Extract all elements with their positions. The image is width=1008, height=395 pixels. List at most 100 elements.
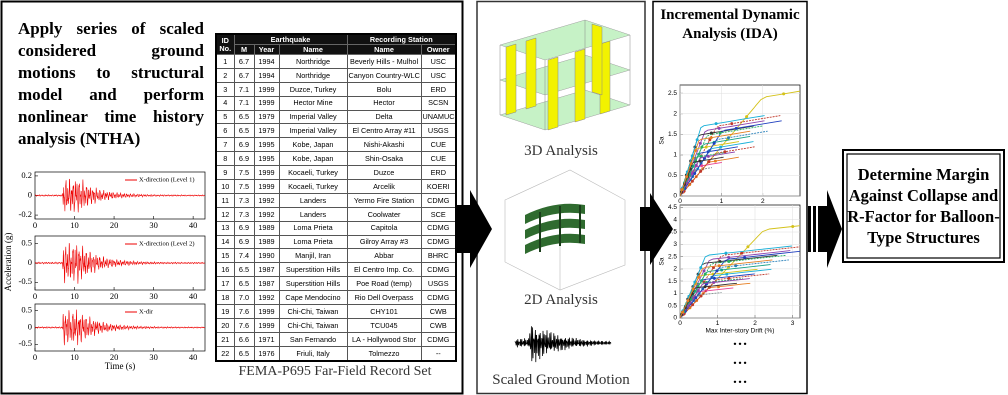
table-cell: Landers [278,206,348,222]
table-cell: Arcelik [346,179,422,194]
table-cell: 1995 [253,151,280,167]
table-cell: Superstition Hills [278,262,348,278]
arrow [456,190,492,268]
table-cell: 1987 [253,262,280,278]
ida-marker [691,287,695,291]
x-tick-label: 2 [761,198,765,205]
y-tick-label: 2.5 [668,253,677,260]
slab [499,89,631,131]
result-text: Determine Margin Against Collapse and R-… [847,165,1000,247]
x-tick-label: 3 [791,320,795,327]
plot-content [35,178,205,213]
ida-marker [691,303,695,307]
table-row: 6 6.5 1979 Imperial Valley El Centro Array #… [215,123,457,139]
x-tick-label: 0 [33,352,37,362]
table-cell: Gilroy Array #3 [346,234,422,250]
arrow [808,190,842,268]
ida-marker [681,310,685,314]
table-cell: USC [420,67,457,83]
table-cell: Imperial Valley [278,123,348,139]
table-row: 1 6.7 1994 Northridge Beverly Hills - Mulhol… [215,54,457,69]
table-cell: 6.7 [233,54,255,69]
x-tick-label: 40 [189,291,198,301]
y-tick-label: 0 [28,321,32,331]
y-tick-label: 4 [673,216,677,223]
table-cell: 1999 [253,304,280,319]
x-tick-label: 30 [149,352,158,362]
table-cell: 11 [215,192,235,208]
y-tick-label: 0 [673,315,677,322]
y-axis-label: Sa [659,136,666,144]
ida-marker [709,136,713,140]
y-axis-label: Sa [659,257,666,265]
y-tick-label: 1 [673,290,677,297]
panel-ida [652,0,808,395]
ida-marker [727,255,731,259]
table-cell: Chi-Chi, Taiwan [278,317,348,333]
table-cell: 1999 [253,179,280,194]
table-row: 9 7.5 1999 Kocaeli, Turkey Duzce ERD [215,165,457,181]
table-cell: Shin-Osaka [346,151,422,167]
analysis-caption: 3D Analysis [524,143,598,159]
table-cell: 6.5 [233,109,255,125]
table-cell: 6.5 [233,123,255,139]
table-cell: Superstition Hills [278,276,348,292]
ida-marker [715,269,719,273]
table-cell: 7.6 [233,304,255,319]
table-cell: CDMG [420,262,457,278]
table-cell: 19 [215,304,235,319]
table-cell: 6.9 [233,220,255,236]
y-tick-label: 0.5 [21,305,32,315]
plot-content [680,224,800,318]
slab [499,54,631,96]
table-cell: USC [420,54,457,69]
table-cell: 6.7 [233,67,255,83]
table-cell: Tolmezzo [346,345,422,362]
legend-label: X-dir [139,308,154,315]
record-table: ID No. Earthquake Recording Station M Ye… [215,33,458,362]
table-header: Name [346,44,422,55]
table-cell: 1999 [253,81,280,97]
table-cell: 1994 [253,54,280,69]
ida-marker [712,276,716,280]
y-tick-label: 0 [28,189,32,199]
table-cell: CDMG [420,290,457,306]
table-cell: 1979 [253,109,280,125]
result-box-inner [846,153,1001,259]
table-cell: 15 [215,248,235,264]
table-row: 13 6.9 1989 Loma Prieta Capitola CDMG [215,220,457,236]
table-cell: BHRC [420,248,457,264]
table-cell: CUE [420,151,457,167]
table-cell: 7.6 [233,317,255,333]
table-cell: Hector Mine [278,95,348,111]
x-axis-label: Time (s) [105,361,135,371]
x-tick-label: 10 [70,291,79,301]
x-tick-label: 0 [678,198,682,205]
ground-motion-wave [514,326,612,363]
ellipsis: … [732,352,748,368]
table-cell: 1987 [253,276,280,292]
table-cell: Loma Prieta [278,220,348,236]
wall [574,48,586,123]
table-row: 11 7.3 1992 Landers Yermo Fire Station CDMG [215,192,457,208]
table-cell: Chi-Chi, Taiwan [278,304,348,319]
table-cell: 7.5 [233,165,255,181]
ida-marker [699,266,703,270]
table-row: 22 6.5 1976 Friuli, Italy Tolmezzo -- [215,345,457,362]
table-cell: 2 [215,67,235,83]
table-cell: 16 [215,262,235,278]
plot-content [35,243,205,284]
table-cell: 1976 [253,345,280,362]
table-cell: Kocaeli, Turkey [278,165,348,181]
ida-marker [702,269,706,273]
ida-marker [727,260,731,264]
table-cell: 6.5 [233,262,255,278]
ida-marker [745,115,749,119]
ida-marker [699,169,703,173]
ida-marker [694,163,698,167]
ida-marker [726,136,730,140]
table-cell: 1999 [253,95,280,111]
table-cell: 6.9 [233,234,255,250]
table-cell: 5 [215,109,235,125]
